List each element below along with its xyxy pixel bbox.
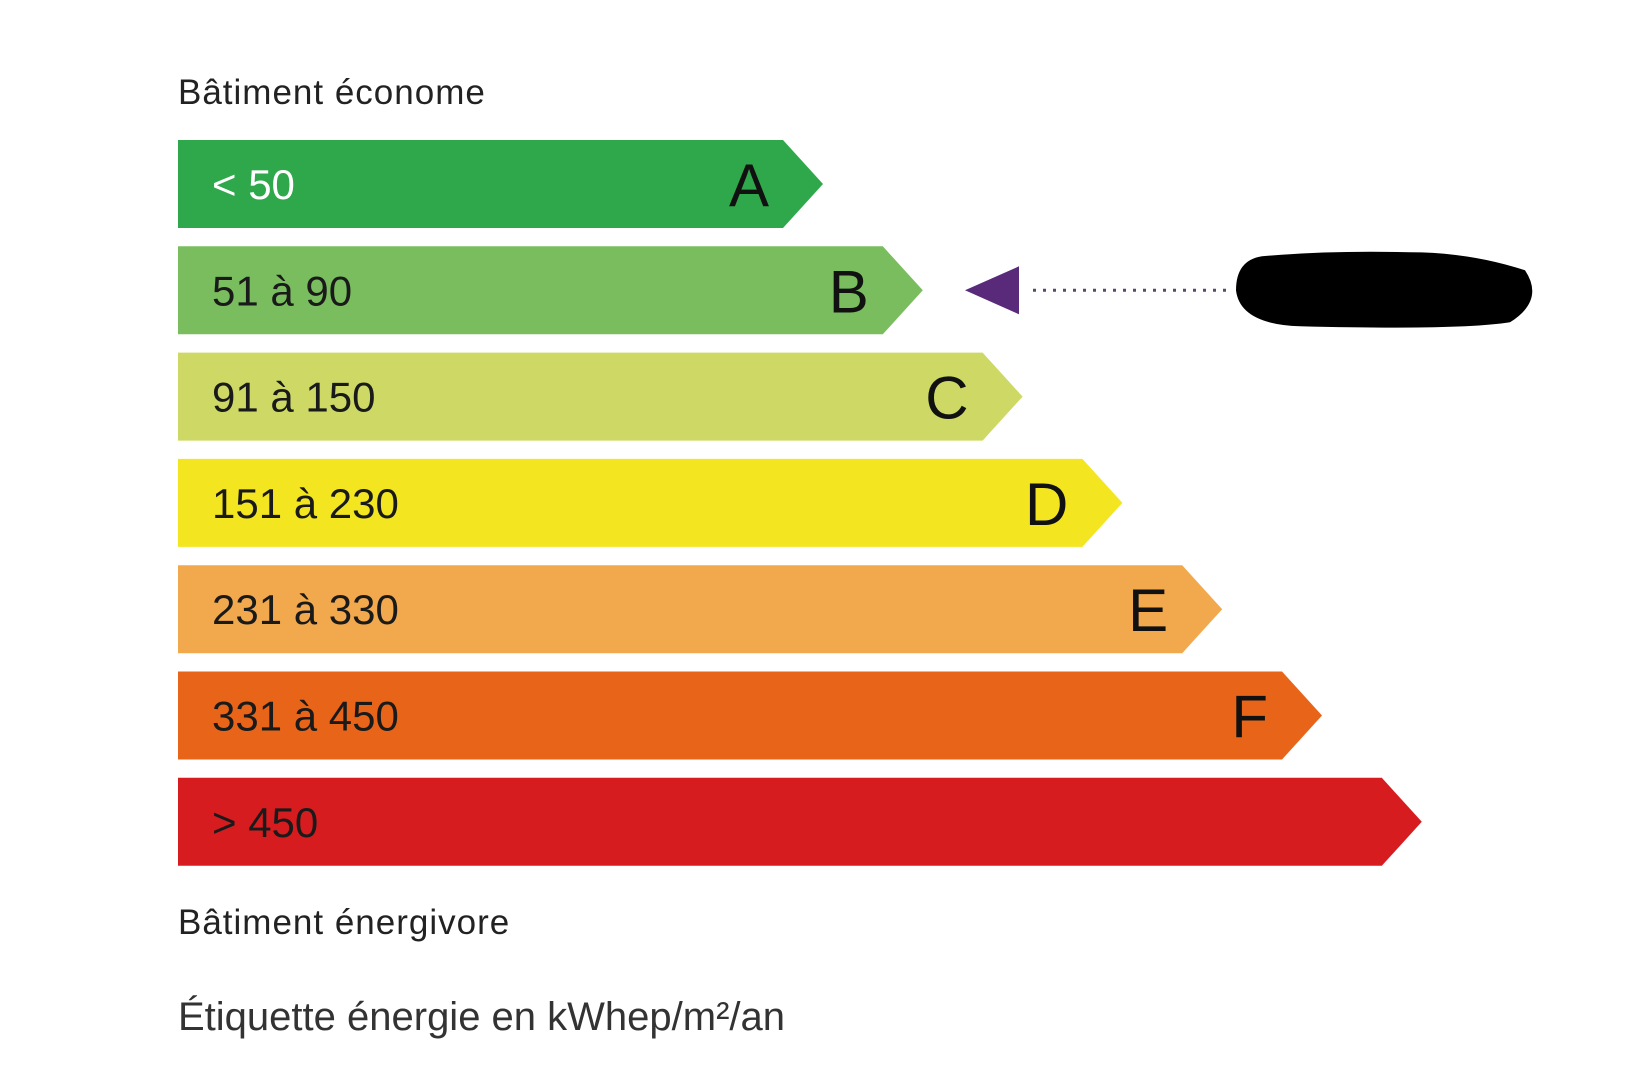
class-letter: A [729, 152, 769, 219]
class-letter: D [1025, 471, 1068, 538]
footer-unit-label: Étiquette énergie en kWhep/m²/an [178, 994, 785, 1039]
energy-class-e: 231 à 330 E [178, 565, 1223, 654]
energy-class-g: > 450 [178, 777, 1422, 866]
energy-class-a: < 50 A [178, 140, 823, 228]
arrow-pointer-icon [965, 266, 1019, 315]
energy-class-c: 91 à 150 C [178, 352, 1023, 441]
energy-class-d: 151 à 230 D [178, 458, 1123, 547]
class-range-label: < 50 [212, 161, 295, 208]
class-bar [178, 565, 1223, 654]
class-range-label: 51 à 90 [212, 267, 352, 314]
class-letter: B [829, 258, 869, 325]
class-bar [178, 671, 1322, 760]
class-bar [178, 246, 923, 335]
class-bar [178, 352, 1023, 441]
top-label: Bâtiment économe [178, 73, 486, 112]
class-letter: C [925, 365, 968, 432]
class-range-label: 91 à 150 [212, 374, 376, 421]
energy-class-b: 51 à 90 B [178, 246, 923, 335]
class-letter: F [1231, 684, 1268, 751]
class-range-label: 331 à 450 [212, 693, 399, 740]
class-bar [178, 777, 1422, 866]
energy-class-f: 331 à 450 F [178, 671, 1322, 760]
class-bar [178, 140, 823, 228]
class-letter: E [1128, 577, 1168, 644]
redacted-value-mark [1236, 251, 1533, 328]
bottom-label: Bâtiment énergivore [178, 903, 510, 942]
class-bar [178, 458, 1123, 547]
class-range-label: > 450 [212, 799, 318, 846]
class-range-label: 231 à 330 [212, 586, 399, 633]
rating-indicator [965, 251, 1533, 328]
class-range-label: 151 à 230 [212, 480, 399, 527]
